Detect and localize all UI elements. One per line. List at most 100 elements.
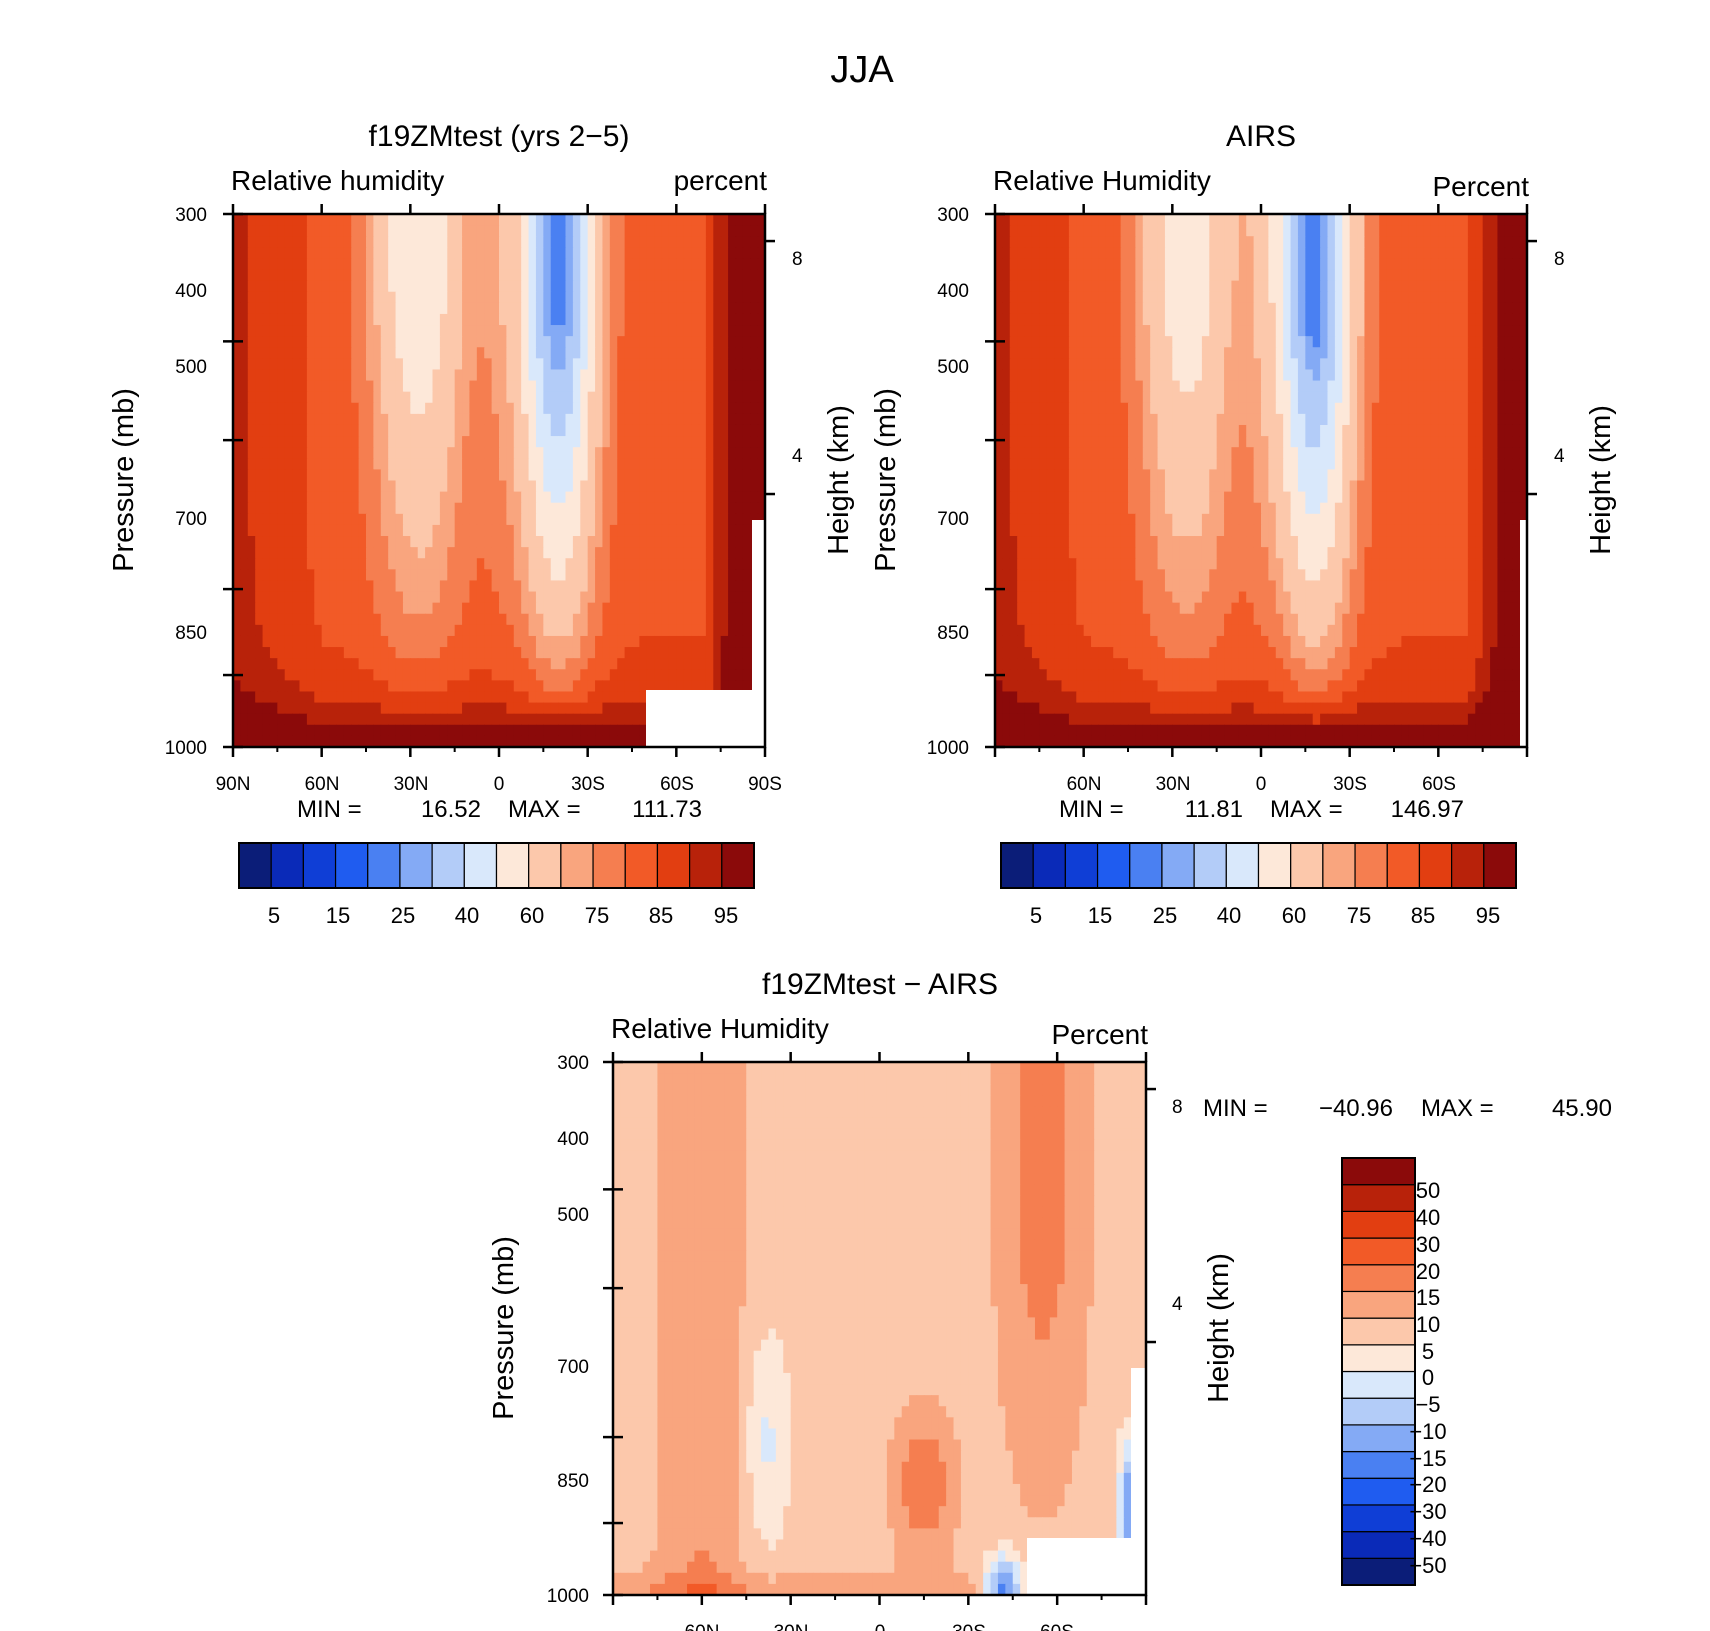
contour-cell (306, 547, 315, 559)
contour-cell (632, 369, 640, 382)
contour-cell (1083, 302, 1092, 315)
contour-cell (284, 269, 293, 282)
contour-cell (476, 302, 485, 315)
contour-cell (1246, 258, 1255, 271)
contour-cell (366, 247, 374, 260)
contour-cell (639, 491, 648, 504)
contour-cell (1113, 269, 1122, 282)
contour-cell (691, 225, 700, 237)
contour-cell (535, 613, 544, 626)
contour-cell (683, 558, 692, 570)
contour-cell (587, 524, 596, 537)
contour-cell (292, 225, 301, 237)
contour-cell (750, 269, 759, 282)
contour-cell (1054, 236, 1063, 248)
contour-cell (233, 347, 241, 359)
contour-cell (380, 391, 389, 404)
contour-cell (742, 635, 751, 648)
contour-cell (351, 391, 360, 404)
contour-cell (550, 691, 559, 704)
contour-cell (358, 347, 367, 359)
contour-cell (720, 313, 729, 326)
contour-cell (602, 258, 611, 271)
contour-cell (351, 624, 360, 637)
contour-cell (329, 536, 338, 548)
contour-cell (521, 413, 530, 426)
contour-cell (1194, 402, 1203, 415)
contour-cell (366, 280, 374, 293)
contour-cell (1305, 269, 1314, 282)
contour-cell (1238, 336, 1247, 348)
contour-cell (543, 447, 552, 459)
contour-cell (380, 569, 389, 582)
contour-cell (609, 214, 618, 226)
contour-cell (366, 336, 374, 348)
contour-cell (1046, 369, 1055, 382)
contour-cell (558, 247, 567, 260)
contour-cell (513, 358, 522, 371)
contour-cell (476, 724, 485, 737)
contour-cell (284, 402, 293, 415)
contour-cell (639, 280, 648, 293)
contour-cell (402, 424, 411, 437)
contour-cell (506, 724, 515, 737)
contour-cell (432, 458, 441, 470)
contour-cell (358, 569, 367, 582)
contour-cell (1408, 258, 1417, 271)
contour-cell (558, 491, 567, 504)
contour-cell (639, 658, 648, 670)
contour-cell (565, 325, 574, 337)
contour-cell (558, 702, 567, 715)
contour-cell (676, 469, 685, 482)
contour-cell (329, 269, 338, 282)
contour-cell (329, 458, 338, 470)
contour-cell (373, 624, 382, 637)
contour-cell (1246, 424, 1255, 437)
contour-cell (639, 402, 648, 415)
contour-cell (1290, 313, 1299, 326)
contour-cell (1453, 347, 1462, 359)
contour-cell (462, 580, 471, 593)
contour-cell (277, 602, 286, 615)
contour-cell (1150, 347, 1159, 359)
contour-cell (572, 369, 581, 382)
contour-cell (1238, 214, 1247, 226)
contour-cell (1460, 291, 1469, 304)
contour-cell (720, 569, 729, 582)
contour-cell (595, 325, 604, 337)
contour-cell (1275, 369, 1284, 382)
contour-cell (269, 369, 278, 382)
contour-cell (1261, 380, 1269, 393)
contour-cell (713, 413, 722, 426)
contour-cell (602, 635, 611, 648)
contour-cell (366, 513, 374, 526)
contour-cell (1482, 291, 1491, 304)
contour-cell (499, 413, 507, 426)
contour-cell (1467, 347, 1476, 359)
contour-cell (240, 680, 249, 693)
contour-cell (1179, 347, 1188, 359)
contour-cell (1187, 236, 1196, 248)
contour-cell (1024, 280, 1033, 293)
contour-cell (314, 380, 323, 393)
contour-cell (476, 491, 485, 504)
contour-cell (535, 691, 544, 704)
contour-cell (284, 702, 293, 715)
contour-cell (705, 469, 714, 482)
contour-cell (1261, 402, 1269, 415)
contour-cell (595, 247, 604, 260)
contour-cell (521, 669, 530, 681)
contour-cell (269, 402, 278, 415)
contour-cell (1504, 291, 1513, 304)
contour-cell (380, 436, 389, 448)
contour-cell (1024, 247, 1033, 260)
contour-cell (373, 313, 382, 326)
contour-cell (269, 280, 278, 293)
contour-cell (587, 724, 596, 737)
contour-cell (1216, 291, 1225, 304)
contour-cell (277, 458, 286, 470)
contour-cell (676, 447, 685, 459)
contour-cell (410, 624, 419, 637)
contour-cell (617, 358, 626, 371)
contour-cell (528, 502, 537, 515)
